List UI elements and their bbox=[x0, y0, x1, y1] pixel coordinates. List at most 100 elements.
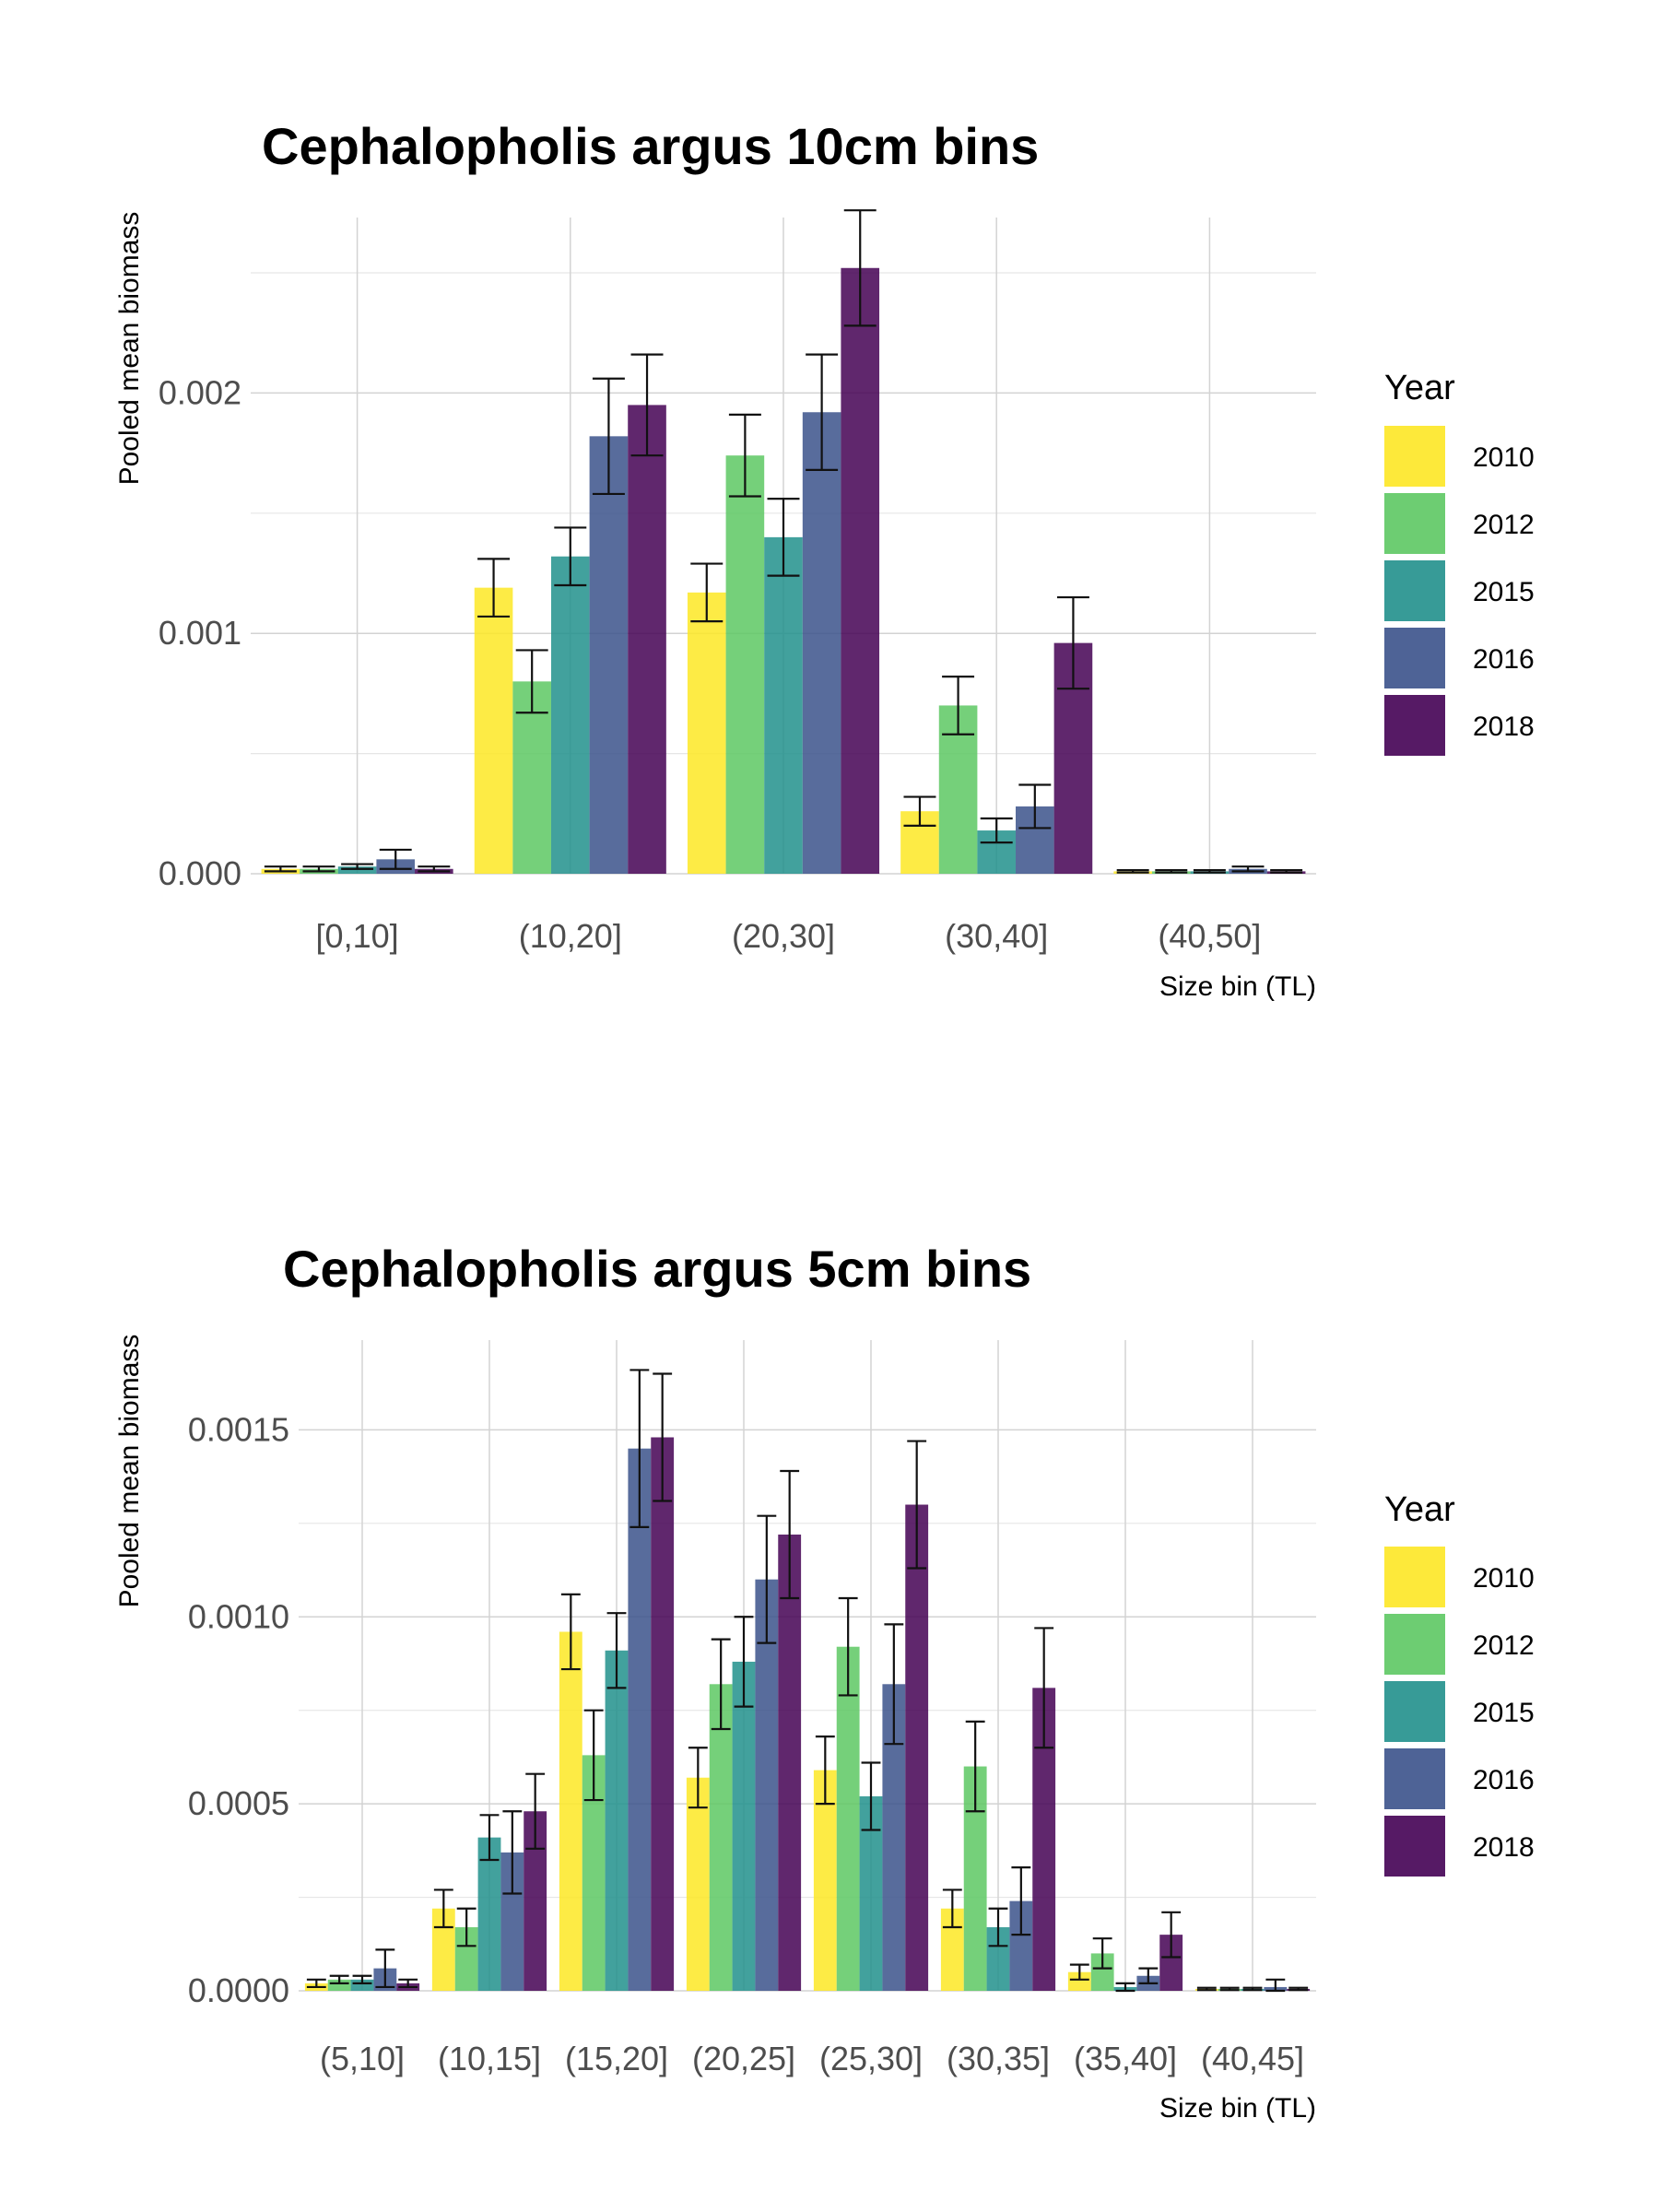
bar-2016-3 bbox=[755, 1579, 779, 1991]
error-bar-2012-4 bbox=[1155, 868, 1188, 874]
legend-label-2012: 2012 bbox=[1473, 510, 1535, 540]
error-bar-2018-6 bbox=[1161, 1911, 1182, 1959]
error-bar-2012-0 bbox=[329, 1974, 349, 1984]
error-bar-2015-5 bbox=[988, 1907, 1008, 1947]
error-bar-2012-2 bbox=[728, 413, 761, 498]
legend-label-2018: 2018 bbox=[1473, 712, 1535, 742]
plot-area: 0.000 0.001 0.002 [0,10] (10,20] (20,30] (30,4… bbox=[159, 209, 1316, 955]
bar-2018-2 bbox=[841, 267, 880, 874]
bar-2016-2 bbox=[628, 1448, 652, 1991]
error-bar-2016-6 bbox=[1138, 1967, 1159, 1984]
legend-swatch-2012 bbox=[1384, 1614, 1445, 1675]
error-bar-2010-5 bbox=[942, 1888, 962, 1929]
bar-2010-6 bbox=[1067, 1971, 1091, 1991]
error-bar-2016-1 bbox=[502, 1810, 523, 1895]
y-axis-title: Pooled mean biomass bbox=[114, 1335, 145, 1608]
error-bar-2012-2 bbox=[583, 1709, 604, 1802]
chart-title: Cephalopholis argus 10cm bins bbox=[262, 117, 1039, 175]
error-bar-2010-6 bbox=[1069, 1963, 1089, 1981]
x-axis-title: Size bin (TL) bbox=[1159, 971, 1316, 1002]
y-tick-label: 0.000 bbox=[159, 854, 241, 892]
error-bar-2015-3 bbox=[980, 817, 1013, 844]
error-bar-2010-4 bbox=[815, 1735, 835, 1806]
legend-label-2012: 2012 bbox=[1473, 1630, 1535, 1661]
bar-2012-2 bbox=[725, 455, 765, 874]
x-tick-label: [0,10] bbox=[316, 917, 399, 955]
bar-2015-1 bbox=[550, 556, 590, 874]
chart-panel-5cm: Cephalopholis argus 5cm bins Pooled mean… bbox=[0, 1106, 1659, 2212]
y-tick-label: 0.0015 bbox=[188, 1410, 289, 1448]
x-tick-label: (5,10] bbox=[320, 2040, 405, 2077]
error-bar-2018-1 bbox=[630, 353, 664, 457]
error-bar-2018-2 bbox=[843, 209, 877, 327]
y-tick-label: 0.0000 bbox=[188, 1971, 289, 2009]
error-bar-2010-4 bbox=[1116, 868, 1149, 874]
error-bar-2015-2 bbox=[767, 498, 800, 577]
error-bar-2015-3 bbox=[734, 1616, 754, 1708]
bar-2015-2 bbox=[764, 536, 803, 874]
error-bar-2010-0 bbox=[306, 1978, 326, 1989]
bar-2018-4 bbox=[905, 1504, 929, 1991]
chart-title: Cephalopholis argus 5cm bins bbox=[283, 1240, 1031, 1298]
error-bar-2012-4 bbox=[838, 1596, 858, 1697]
y-axis-ticks: 0.000 0.001 0.002 bbox=[159, 373, 241, 892]
legend-swatch-2012 bbox=[1384, 493, 1445, 554]
legend-swatch-2015 bbox=[1384, 560, 1445, 621]
bars bbox=[261, 209, 1306, 874]
x-axis-title: Size bin (TL) bbox=[1159, 2093, 1316, 2124]
bar-2018-1 bbox=[628, 405, 666, 874]
error-bar-2016-2 bbox=[806, 353, 839, 471]
error-bar-2015-7 bbox=[1242, 1986, 1263, 1992]
error-bar-2012-1 bbox=[515, 649, 548, 714]
bar-2010-2 bbox=[559, 1631, 582, 1991]
bar-2010-2 bbox=[687, 592, 726, 874]
x-tick-label: (30,35] bbox=[947, 2040, 1050, 2077]
legend-swatch-2016 bbox=[1384, 628, 1445, 688]
legend-swatch-2015 bbox=[1384, 1681, 1445, 1742]
error-bar-2018-3 bbox=[780, 1469, 800, 1600]
legend-label-2016: 2016 bbox=[1473, 1765, 1535, 1795]
bar-2016-2 bbox=[802, 412, 841, 874]
error-bar-2016-5 bbox=[1011, 1866, 1031, 1936]
legend-label-2015: 2015 bbox=[1473, 1698, 1535, 1728]
plot-area: 0.0000 0.0005 0.0010 0.0015 (5,10] (10,15] (15… bbox=[188, 1340, 1316, 2077]
gridlines bbox=[299, 1340, 1316, 1992]
legend-label-2016: 2016 bbox=[1473, 644, 1535, 675]
error-bar-2018-4 bbox=[907, 1440, 927, 1570]
bar-2010-4 bbox=[813, 1770, 837, 1991]
bar-2012-4 bbox=[836, 1646, 860, 1991]
bar-2010-3 bbox=[686, 1777, 710, 1991]
x-tick-label: (10,15] bbox=[438, 2040, 541, 2077]
error-bar-2015-2 bbox=[606, 1612, 627, 1689]
error-bar-2016-2 bbox=[629, 1369, 650, 1528]
error-bar-2018-4 bbox=[1270, 868, 1303, 874]
x-tick-label: (40,45] bbox=[1201, 2040, 1304, 2077]
error-bar-2010-7 bbox=[1196, 1986, 1217, 1992]
legend-label-2010: 2010 bbox=[1473, 442, 1535, 473]
error-bar-2016-0 bbox=[379, 848, 412, 870]
error-bar-2015-4 bbox=[861, 1761, 881, 1831]
legend-swatch-2010 bbox=[1384, 426, 1445, 487]
error-bar-2016-4 bbox=[884, 1623, 904, 1746]
y-tick-label: 0.001 bbox=[159, 614, 241, 652]
error-bar-2010-3 bbox=[903, 795, 936, 827]
error-bar-2016-3 bbox=[1018, 783, 1052, 830]
x-tick-label: (15,20] bbox=[565, 2040, 668, 2077]
error-bar-2015-4 bbox=[1193, 868, 1226, 874]
error-bar-2010-1 bbox=[477, 558, 511, 618]
error-bar-2016-3 bbox=[757, 1514, 777, 1644]
error-bar-2010-2 bbox=[560, 1593, 581, 1671]
error-bar-2010-2 bbox=[690, 562, 724, 623]
error-bar-2016-4 bbox=[1231, 865, 1265, 873]
error-bar-2018-1 bbox=[525, 1772, 546, 1850]
error-bar-2010-0 bbox=[264, 865, 297, 873]
error-bar-2018-0 bbox=[418, 865, 451, 873]
bars bbox=[304, 1369, 1311, 1993]
x-tick-label: (35,40] bbox=[1074, 2040, 1177, 2077]
error-bar-2018-5 bbox=[1034, 1627, 1054, 1749]
y-tick-label: 0.0005 bbox=[188, 1784, 289, 1822]
x-tick-label: (20,30] bbox=[732, 917, 835, 955]
legend: 2010 2012 2015 2016 2018 bbox=[1384, 1547, 1535, 1877]
legend-swatch-2018 bbox=[1384, 1816, 1445, 1877]
x-axis-ticks: [0,10] (10,20] (20,30] (30,40] (40,50] bbox=[316, 917, 1262, 955]
